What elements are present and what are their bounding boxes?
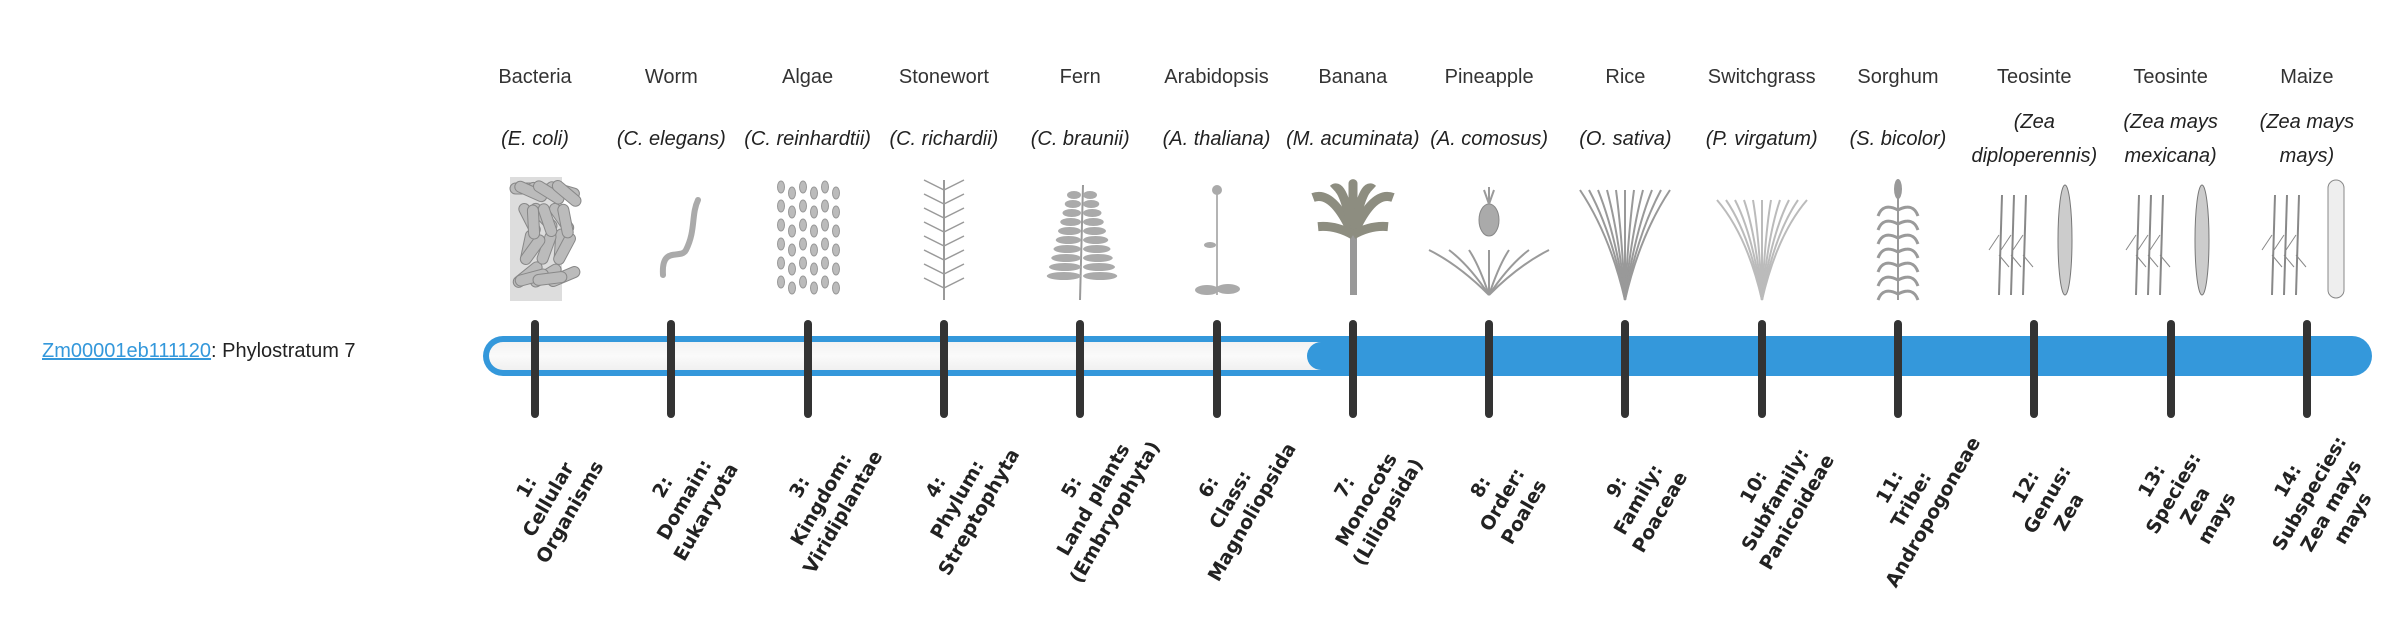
species-common-name: Switchgrass bbox=[1707, 66, 1816, 88]
species-common-name: Stonewort bbox=[898, 66, 989, 88]
stratum-tick bbox=[2302, 320, 2311, 418]
stratum-tick bbox=[803, 320, 812, 418]
species-scientific-name: (A. thaliana) bbox=[1162, 128, 1271, 150]
teosinte-icon bbox=[1969, 175, 2099, 303]
species-scientific-name: (A. comosus) bbox=[1430, 128, 1548, 150]
species-common-name: Teosinte bbox=[2133, 66, 2208, 88]
gene-id-link[interactable]: Zm00001eb111120 bbox=[42, 340, 212, 362]
stratum-tick bbox=[1757, 320, 1766, 418]
teosinte-icon bbox=[2106, 175, 2236, 303]
switchgrass-icon bbox=[1697, 175, 1827, 303]
stratum-tick bbox=[1212, 320, 1221, 418]
arabidopsis-icon bbox=[1152, 175, 1282, 303]
stratum-tick bbox=[1485, 320, 1494, 418]
species-common-name: Rice bbox=[1605, 66, 1646, 88]
gene-label: Zm00001eb111120: Phylostratum 7 bbox=[42, 340, 356, 363]
species-common-name: Banana bbox=[1318, 66, 1388, 88]
species-scientific-name: (C. richardii) bbox=[889, 128, 999, 150]
banana-plant-icon bbox=[1288, 175, 1418, 303]
species-scientific-name: (C. elegans) bbox=[616, 128, 726, 150]
rice-icon bbox=[1560, 175, 1690, 303]
species-scientific-name: (Zea diploperennis) bbox=[1971, 111, 2098, 167]
stratum-tick bbox=[531, 320, 539, 418]
stratum-tick bbox=[1076, 320, 1085, 418]
species-common-name: Sorghum bbox=[1857, 66, 1939, 88]
species-common-name: Pineapple bbox=[1444, 66, 1534, 88]
fern-icon bbox=[1015, 175, 1145, 303]
stratum-tick bbox=[667, 320, 676, 418]
species-scientific-name: (E. coli) bbox=[501, 128, 569, 150]
species-scientific-name: (P. virgatum) bbox=[1705, 128, 1818, 150]
species-common-name: Worm bbox=[644, 66, 698, 88]
phylostratum-text: : Phylostratum 7 bbox=[211, 340, 356, 362]
sorghum-icon bbox=[1833, 175, 1963, 303]
species-scientific-name: (M. acuminata) bbox=[1286, 128, 1420, 150]
algae-cells-icon bbox=[743, 175, 873, 303]
species-scientific-name: (C. braunii) bbox=[1030, 128, 1130, 150]
species-common-name: Bacteria bbox=[498, 66, 572, 88]
species-scientific-name: (Zea mays mexicana) bbox=[2123, 111, 2218, 167]
species-common-name: Teosinte bbox=[1997, 66, 2072, 88]
stratum-tick bbox=[1894, 320, 1902, 418]
stonewort-icon bbox=[879, 175, 1009, 303]
phylostratum-bar bbox=[483, 336, 2372, 376]
species-scientific-name: (S. bicolor) bbox=[1849, 128, 1947, 150]
bar-fill-start bbox=[1306, 342, 1335, 370]
stratum-tick bbox=[2030, 320, 2039, 418]
pineapple-icon bbox=[1424, 175, 1554, 303]
species-common-name: Arabidopsis bbox=[1164, 66, 1269, 88]
species-scientific-name: (C. reinhardtii) bbox=[744, 128, 871, 150]
species-scientific-name: (Zea mays mays) bbox=[2259, 111, 2355, 167]
stratum-tick bbox=[2166, 320, 2175, 418]
species-common-name: Algae bbox=[782, 66, 834, 88]
stratum-tick bbox=[1621, 320, 1630, 418]
worm-icon bbox=[606, 175, 736, 303]
bacteria-rods-icon bbox=[470, 175, 600, 303]
species-common-name: Fern bbox=[1059, 66, 1101, 88]
species-common-name: Maize bbox=[2280, 66, 2334, 88]
bar-empty-segment bbox=[489, 342, 1321, 370]
maize-icon bbox=[2242, 175, 2372, 303]
species-scientific-name: (O. sativa) bbox=[1579, 128, 1672, 150]
stratum-tick bbox=[1348, 320, 1357, 418]
stratum-tick bbox=[939, 320, 948, 418]
